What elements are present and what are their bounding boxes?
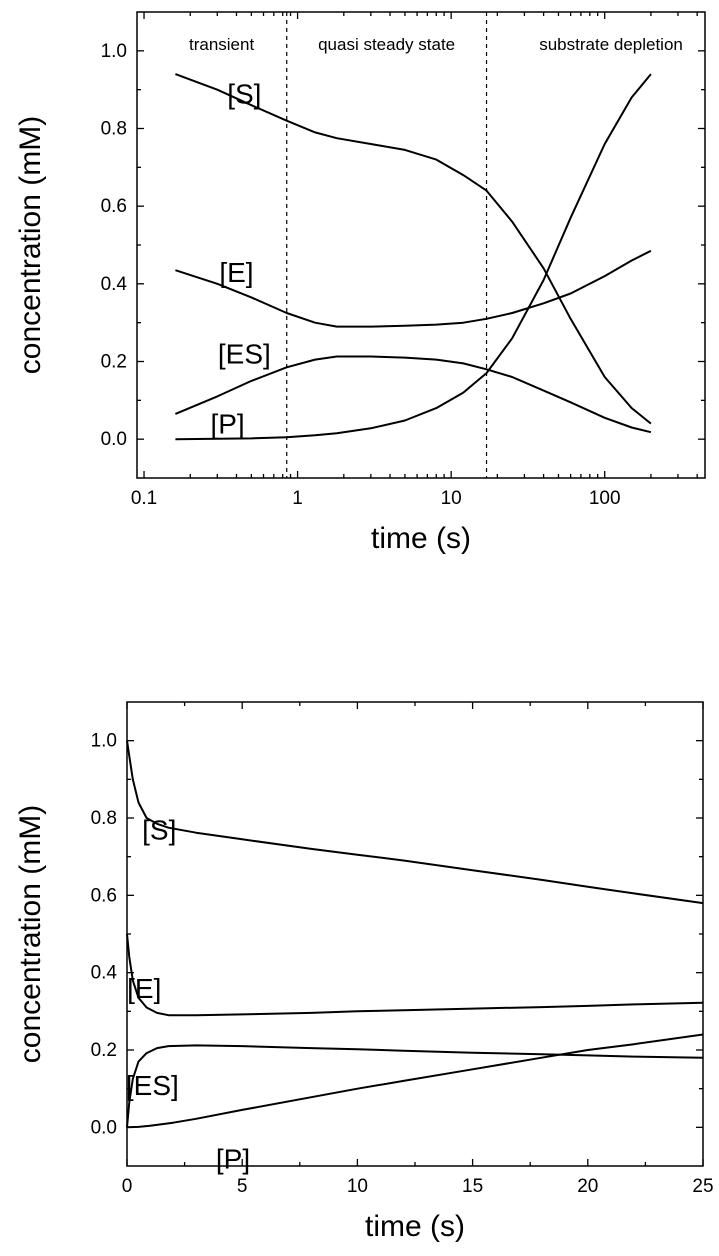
series-label: [P] xyxy=(210,409,244,440)
y-axis-title: concentration (mM) xyxy=(14,805,47,1063)
series-label: [ES] xyxy=(126,1070,179,1101)
y-tick-label: 1.0 xyxy=(101,41,127,62)
series-line xyxy=(175,355,652,434)
y-tick-label: 0.6 xyxy=(101,196,127,217)
series-label: [S] xyxy=(142,815,176,846)
y-axis-title: concentration (mM) xyxy=(14,116,47,374)
y-tick-label: 0.0 xyxy=(101,429,127,450)
y-tick-label: 0.4 xyxy=(91,963,118,984)
x-tick-label: 0.1 xyxy=(131,488,157,509)
y-tick-label: 0.8 xyxy=(91,808,117,829)
x-axis-title: time (s) xyxy=(365,1210,465,1243)
plot-frame xyxy=(126,701,704,1167)
x-tick-label: 20 xyxy=(577,1176,598,1197)
x-tick-label: 5 xyxy=(237,1176,248,1197)
region-label: quasi steady state xyxy=(318,35,455,54)
y-tick-label: 0.2 xyxy=(101,352,127,373)
x-tick-label: 10 xyxy=(347,1176,368,1197)
series-label: [ES] xyxy=(218,339,271,370)
series-label: [E] xyxy=(219,257,253,288)
series-line xyxy=(126,740,704,905)
x-axis-title: time (s) xyxy=(371,522,471,555)
x-tick-label: 1 xyxy=(292,488,303,509)
series-label: [E] xyxy=(127,973,161,1004)
y-tick-label: 0.2 xyxy=(91,1040,117,1061)
x-tick-label: 10 xyxy=(441,488,462,509)
y-tick-label: 0.0 xyxy=(91,1117,117,1138)
y-tick-label: 0.4 xyxy=(101,274,128,295)
series-label: [P] xyxy=(216,1143,250,1174)
series-line xyxy=(175,249,652,328)
series-label: [S] xyxy=(227,79,261,110)
series-line xyxy=(175,73,652,425)
chart-linear-time: 0.0 0.2 0.4 0.6 0.8 1.0 0 5 10 15 20 25 [S] [E] [ES] [P… xyxy=(14,701,714,1243)
series-line xyxy=(126,933,704,1017)
series-line xyxy=(175,73,652,441)
y-tick-label: 0.8 xyxy=(101,119,127,140)
chart-log-time: 0.0 0.2 0.4 0.6 0.8 1.0 0.1 1 10 100 transient quas… xyxy=(14,11,706,555)
y-tick-label: 0.6 xyxy=(91,885,117,906)
region-label: substrate depletion xyxy=(539,35,683,54)
x-tick-label: 100 xyxy=(589,488,621,509)
region-label: transient xyxy=(189,35,254,54)
x-tick-label: 0 xyxy=(122,1176,133,1197)
series-line xyxy=(126,1033,704,1129)
x-tick-label: 25 xyxy=(692,1176,713,1197)
y-tick-label: 1.0 xyxy=(91,731,117,752)
x-tick-label: 15 xyxy=(462,1176,483,1197)
